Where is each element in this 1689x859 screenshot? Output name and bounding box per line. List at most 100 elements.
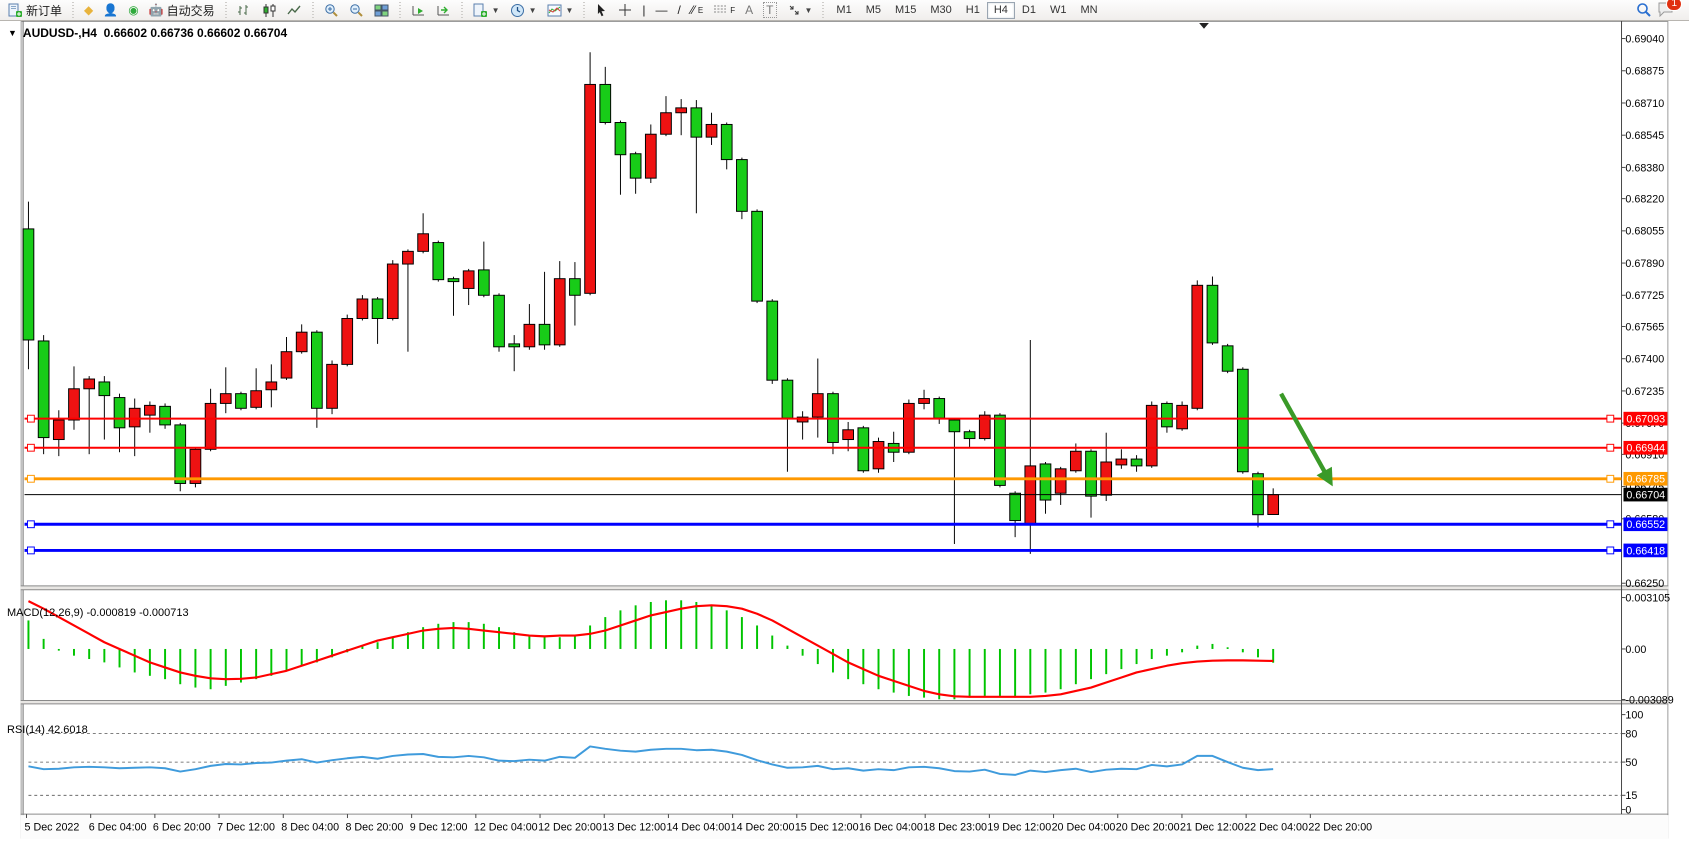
time-tick-label: 12 Dec 04:00 [474, 822, 538, 834]
bar-chart-mode-button[interactable] [232, 1, 257, 19]
line-handle[interactable] [26, 414, 35, 423]
horizontal-line-0.67093[interactable]: 0.67093 [24, 411, 1668, 426]
price-label-text: 0.66704 [1626, 489, 1665, 501]
line-handle[interactable] [26, 443, 35, 452]
chart-window[interactable]: 0.69040 0.68875 0.68710 0.68545 0.68380 0.682… [0, 21, 1689, 859]
timeframe-button-m5[interactable]: M5 [865, 4, 881, 16]
timeframe-button-h1[interactable]: H1 [965, 4, 980, 16]
price-tick-label: 0.68710 [1625, 98, 1664, 110]
candlestick-mode-button[interactable] [257, 1, 282, 19]
time-tick-label: 12 Dec 20:00 [538, 822, 602, 834]
chart-shift-button[interactable] [431, 1, 456, 19]
timeframe-button-mn[interactable]: MN [1080, 4, 1098, 16]
search-button[interactable] [1631, 1, 1657, 19]
text-icon: A [745, 3, 754, 17]
channel-tool-button[interactable]: ⁄⁄ E [686, 1, 708, 19]
line-handle[interactable] [26, 474, 35, 483]
macd-histogram [27, 600, 1275, 700]
chart-title: ▼ AUDUSD-,H4 0.66602 0.66736 0.66602 0.66… [8, 26, 287, 40]
bull-candle [675, 107, 688, 114]
toolbar-separator [398, 2, 401, 18]
bull-candle [189, 448, 202, 484]
line-handle[interactable] [1606, 443, 1615, 452]
bull-candle [660, 112, 672, 135]
line-handle[interactable] [1606, 546, 1615, 555]
new-chart-icon [473, 3, 487, 17]
timeframe-group: M1 M5 M15 M30 H1 H4 D1 W1 MN [826, 0, 1107, 20]
line-chart-mode-button[interactable] [282, 1, 307, 19]
line-handle[interactable] [1606, 474, 1615, 483]
horizontal-line-0.66944[interactable]: 0.66944 [24, 440, 1668, 455]
toolbar-separator [460, 2, 463, 18]
panel-splitter[interactable] [20, 700, 1669, 704]
rsi-line [28, 745, 1274, 776]
auto-trading-button[interactable]: 🤖 自动交易 [144, 1, 220, 19]
auto-trading-icon: 🤖 [148, 3, 164, 17]
bull-candle [128, 407, 141, 428]
crosshair-tool-button[interactable] [613, 1, 637, 19]
price-label-box [1623, 517, 1668, 532]
main-toolbar: 新订单 ◆ 👤 ◉ 🤖 自动交易 ▼ ▼ ▼ | — / [0, 0, 1689, 21]
timeframe-button-m1[interactable]: M1 [836, 4, 852, 16]
timeframe-button-h4[interactable]: H4 [986, 1, 1015, 19]
timeframe-button-m15[interactable]: M15 [894, 4, 917, 16]
fibonacci-icon [714, 5, 727, 13]
indicators-button[interactable]: ▼ [542, 1, 579, 19]
bear-candle [113, 397, 126, 429]
timeframe-button-w1[interactable]: W1 [1049, 4, 1067, 16]
crosshair-icon [619, 4, 632, 16]
price-tick-label: 0.68220 [1625, 194, 1664, 206]
new-order-button[interactable]: 新订单 [3, 1, 67, 19]
macd-tick-label: -0.003089 [1625, 694, 1673, 706]
timeframe-button-m30[interactable]: M30 [930, 4, 952, 16]
text-tool-button[interactable]: A [740, 1, 758, 19]
favorites-button[interactable]: ◆ [79, 1, 98, 19]
bull-candle [842, 429, 855, 441]
line-chart-icon [287, 5, 301, 14]
horizontal-line-0.66552[interactable]: 0.66552 [24, 517, 1668, 532]
auto-scroll-button[interactable] [406, 1, 431, 19]
vertical-line-tool-button[interactable]: | [637, 1, 650, 19]
text-label-tool-button[interactable]: T [758, 1, 781, 19]
notifications-button[interactable]: 1 [1657, 0, 1682, 20]
period-button[interactable]: ▼ [505, 1, 542, 19]
arrows-tool-button[interactable]: ▼ [782, 1, 818, 19]
new-chart-button[interactable]: ▼ [468, 1, 505, 19]
cursor-tool-button[interactable] [590, 1, 613, 19]
trendline-tool-button[interactable]: / [673, 1, 686, 19]
chart-shift-marker[interactable] [1199, 22, 1209, 29]
horizontal-line-0.66704[interactable]: 0.66704 [24, 487, 1668, 502]
bull-candle [144, 404, 156, 416]
price-tick-label: 0.68545 [1625, 130, 1664, 142]
chart-canvas[interactable]: 0.69040 0.68875 0.68710 0.68545 0.68380 0.682… [0, 21, 1689, 859]
macd-indicator-label: MACD(12,26,9) -0.000819 -0.000713 [7, 607, 189, 619]
panel-splitter[interactable] [20, 585, 1669, 590]
timeframe-button-d1[interactable]: D1 [1021, 4, 1036, 16]
signals-button[interactable]: ◉ [123, 1, 143, 19]
bull-candle [918, 398, 930, 404]
bear-candle [37, 340, 50, 439]
symbol-dropdown-icon[interactable]: ▼ [8, 28, 17, 38]
profiles-button[interactable]: 👤 [98, 1, 123, 19]
line-handle[interactable] [1606, 414, 1615, 423]
fibonacci-tool-button[interactable]: F [708, 1, 740, 19]
time-axis[interactable]: 5 Dec 2022 6 Dec 04:00 6 Dec 20:00 7 Dec 12… [20, 814, 1669, 839]
line-handle[interactable] [1606, 520, 1615, 529]
zoom-in-button[interactable] [319, 1, 344, 19]
horizontal-line-tool-button[interactable]: — [651, 1, 673, 19]
zoom-out-button[interactable] [344, 1, 369, 19]
dropdown-caret-icon: ▼ [491, 5, 500, 15]
macd-signal-line [27, 600, 1274, 698]
bear-candle [751, 210, 763, 302]
tile-windows-button[interactable] [369, 1, 394, 19]
line-handle[interactable] [26, 546, 35, 555]
toolbar-separator [72, 2, 75, 18]
price-label-box [1623, 411, 1668, 426]
bull-candle [1191, 284, 1204, 409]
horizontal-line-0.66418[interactable]: 0.66418 [24, 543, 1668, 558]
horizontal-line-0.66785[interactable]: 0.66785 [24, 471, 1668, 486]
price-tick-label: 0.67400 [1625, 354, 1664, 366]
line-handle[interactable] [26, 520, 35, 529]
trend-arrow-annotation[interactable] [1279, 392, 1333, 487]
bear-candle [447, 278, 460, 283]
